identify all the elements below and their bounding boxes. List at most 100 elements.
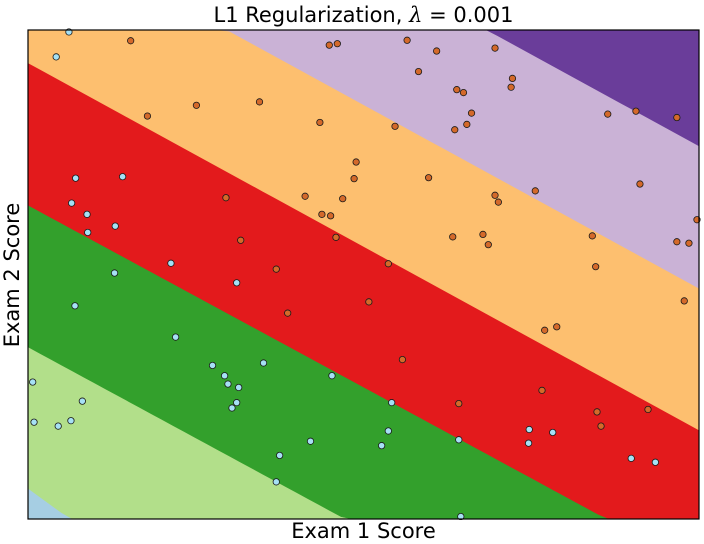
data-point-series-0 <box>172 333 180 341</box>
data-point-series-1 <box>597 422 605 430</box>
data-point-series-1 <box>593 408 601 416</box>
data-point-series-0 <box>52 53 60 61</box>
data-point-series-1 <box>327 212 335 220</box>
data-point-series-1 <box>459 88 468 97</box>
data-point-series-0 <box>111 222 119 230</box>
data-point-series-1 <box>463 120 471 128</box>
data-point-series-1 <box>332 233 340 241</box>
data-point-series-0 <box>524 439 533 447</box>
data-point-series-0 <box>388 399 396 407</box>
data-point-series-1 <box>632 107 640 115</box>
scatter-points <box>29 28 701 520</box>
data-point-series-0 <box>228 404 236 412</box>
data-point-series-1 <box>365 298 373 306</box>
data-point-series-1 <box>494 198 502 206</box>
data-point-series-1 <box>541 326 549 334</box>
data-point-series-1 <box>685 239 693 247</box>
data-point-series-0 <box>72 174 80 182</box>
decision-boundary-plot <box>27 28 701 520</box>
data-point-series-0 <box>276 451 284 460</box>
data-point-series-1 <box>433 47 441 55</box>
data-point-series-1 <box>424 174 433 182</box>
data-point-series-1 <box>508 74 517 83</box>
data-point-series-1 <box>467 109 476 117</box>
data-point-series-1 <box>403 36 411 44</box>
decision-regions <box>27 29 700 520</box>
data-point-series-0 <box>651 458 659 466</box>
data-point-series-1 <box>455 399 463 408</box>
data-point-series-1 <box>127 37 135 45</box>
data-point-series-1 <box>449 233 457 241</box>
data-point-series-0 <box>224 380 232 388</box>
data-point-series-1 <box>531 187 539 195</box>
data-point-series-0 <box>110 269 119 277</box>
data-point-series-0 <box>378 442 386 450</box>
data-point-series-1 <box>479 230 487 238</box>
data-point-series-1 <box>592 263 600 271</box>
data-point-series-0 <box>67 417 75 425</box>
data-point-series-1 <box>680 297 688 305</box>
data-point-series-1 <box>284 309 292 317</box>
data-point-series-1 <box>316 118 324 127</box>
data-point-series-1 <box>350 175 358 183</box>
data-point-series-0 <box>71 302 79 310</box>
data-point-series-1 <box>237 236 245 244</box>
data-point-series-1 <box>491 44 499 52</box>
data-point-series-0 <box>119 173 127 181</box>
data-point-series-0 <box>54 422 62 430</box>
data-point-series-0 <box>84 228 92 237</box>
data-point-series-1 <box>384 260 392 268</box>
data-point-series-1 <box>222 194 230 202</box>
data-point-series-1 <box>391 122 399 130</box>
data-point-series-0 <box>455 436 463 444</box>
data-point-series-0 <box>627 454 635 462</box>
data-point-series-1 <box>398 355 407 364</box>
data-point-series-1 <box>192 101 201 109</box>
data-point-series-1 <box>143 112 152 120</box>
data-point-series-1 <box>507 83 515 91</box>
title-value: = 0.001 <box>422 3 514 27</box>
data-point-series-1 <box>352 158 360 166</box>
data-point-series-0 <box>167 259 175 267</box>
data-point-series-1 <box>588 232 596 240</box>
data-point-series-0 <box>384 427 392 435</box>
data-point-series-0 <box>306 437 315 445</box>
data-point-series-0 <box>208 361 217 370</box>
data-point-series-1 <box>604 110 612 118</box>
data-point-series-1 <box>255 98 264 106</box>
data-point-series-1 <box>644 405 652 414</box>
data-point-series-1 <box>453 86 461 94</box>
data-point-series-0 <box>259 359 268 367</box>
data-point-series-0 <box>233 399 241 407</box>
data-point-series-0 <box>457 512 465 520</box>
data-point-series-0 <box>233 279 241 287</box>
data-point-series-1 <box>301 192 309 200</box>
data-point-series-1 <box>325 41 333 49</box>
data-point-series-1 <box>538 386 546 394</box>
title-text: L1 Regularization, <box>213 3 410 27</box>
plot-frame <box>27 29 700 520</box>
data-point-series-0 <box>235 383 243 392</box>
data-point-series-1 <box>339 195 347 203</box>
data-point-series-0 <box>272 478 280 486</box>
data-point-series-1 <box>491 191 499 199</box>
data-point-series-0 <box>83 210 91 218</box>
data-point-series-1 <box>333 40 341 48</box>
data-point-series-0 <box>221 372 229 380</box>
data-point-series-0 <box>29 378 37 386</box>
data-point-series-0 <box>30 418 38 426</box>
x-axis-label: Exam 1 Score <box>291 519 436 543</box>
data-point-series-0 <box>549 428 557 437</box>
data-point-series-1 <box>414 67 423 76</box>
data-point-series-0 <box>525 425 533 434</box>
data-point-series-1 <box>636 180 644 188</box>
data-point-series-1 <box>673 113 681 122</box>
data-point-series-1 <box>318 210 326 218</box>
chart-title: L1 Regularization, λ = 0.001 <box>28 3 699 27</box>
y-axis-label: Exam 2 Score <box>0 202 24 348</box>
title-lambda-symbol: λ <box>409 3 423 27</box>
data-point-series-0 <box>78 397 86 405</box>
data-point-series-1 <box>272 265 280 273</box>
data-point-series-1 <box>673 238 681 246</box>
data-point-series-1 <box>451 126 459 134</box>
